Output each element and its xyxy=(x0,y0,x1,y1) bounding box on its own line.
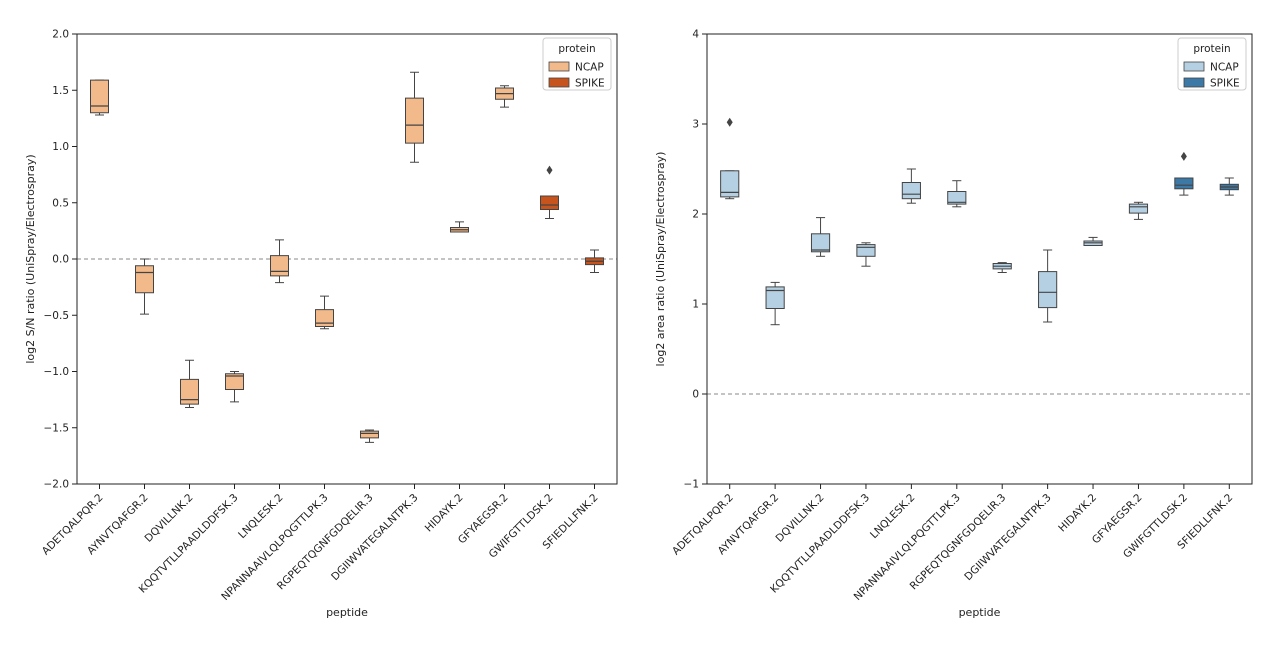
box-plot-aynvtqafgr-2 xyxy=(135,258,154,315)
iqr-box xyxy=(405,97,424,144)
y-tick-label: 1 xyxy=(692,299,699,311)
right-chart-area-ratio: −101234ADETQALPQR.2AYNVTQAFGR.2DQVILLNK.… xyxy=(654,29,1253,619)
box-plot-rgpeqtqgnfgdqelir-3 xyxy=(992,262,1012,273)
box-plot-gfyaegsr-2 xyxy=(1128,201,1149,220)
legend-label-ncap: NCAP xyxy=(1210,62,1239,74)
iqr-box xyxy=(225,373,244,390)
legend-label-spike: SPIKE xyxy=(575,78,605,90)
legend: protein NCAP SPIKE xyxy=(542,37,612,91)
outlier-marker xyxy=(546,165,553,175)
legend-swatch-ncap xyxy=(1183,61,1205,72)
box-plot-kqqtvtllpaadlddfsk-3 xyxy=(856,242,876,267)
iqr-box xyxy=(765,286,785,309)
box-plot-adetqalpqr-2 xyxy=(90,79,109,116)
iqr-box xyxy=(360,430,379,439)
legend-label-ncap: NCAP xyxy=(575,62,604,74)
box-plot-dqvillnk-2 xyxy=(810,217,831,257)
y-tick-label: 0.0 xyxy=(52,254,69,266)
iqr-box xyxy=(856,244,876,257)
x-tick-label: LNQLESK.2 xyxy=(868,492,918,542)
box-plot-hidayk-2 xyxy=(1083,236,1103,246)
x-tick-label: KQQTVTLLPAADLDDFSK.3 xyxy=(137,492,241,596)
box-plot-sfiedllfnk-2 xyxy=(1219,177,1239,196)
iqr-box xyxy=(180,378,199,405)
legend-swatch-ncap xyxy=(548,61,570,72)
legend-title: protein xyxy=(558,43,595,55)
y-tick-label: −0.5 xyxy=(44,310,70,322)
legend-title: protein xyxy=(1193,43,1230,55)
y-tick-label: 1.5 xyxy=(52,85,69,97)
legend-box xyxy=(1177,37,1247,91)
y-tick-label: −1 xyxy=(684,479,699,491)
y-tick-label: −1.0 xyxy=(44,366,70,378)
x-tick-label: HIDAYK.2 xyxy=(1056,492,1099,535)
box-plot-hidayk-2 xyxy=(450,221,469,233)
iqr-box xyxy=(720,170,740,198)
box-plot-dgiiwvategalntpk-3 xyxy=(405,71,424,163)
y-tick-label: 3 xyxy=(692,119,699,131)
legend: protein NCAP SPIKE xyxy=(1177,37,1247,91)
x-tick-label: DGIIWVATEGALNTPK.3 xyxy=(962,492,1054,584)
iqr-box xyxy=(270,255,289,277)
left-chart-s-n-ratio: −2.0−1.5−1.0−0.50.00.51.01.52.0ADETQALPQ… xyxy=(24,29,618,619)
x-tick-label: KQQTVTLLPAADLDDFSK.3 xyxy=(768,492,872,596)
iqr-box xyxy=(1038,271,1058,309)
y-axis-title: log2 S/N ratio (UniSpray/Electrospray) xyxy=(24,154,37,363)
y-tick-label: 2.0 xyxy=(52,29,69,41)
y-tick-label: 4 xyxy=(692,29,699,41)
box-plot-lnqlesk-2 xyxy=(270,239,289,284)
box-plot-gwifgttldsk-2 xyxy=(540,165,559,219)
iqr-box xyxy=(90,79,109,114)
outlier-marker xyxy=(726,117,733,127)
iqr-box xyxy=(1128,203,1149,214)
box-plot-lnqlesk-2 xyxy=(901,168,921,204)
iqr-box xyxy=(135,265,154,294)
box-plot-kqqtvtllpaadlddfsk-3 xyxy=(225,371,244,403)
x-tick-label: RGPEQTQGNFGDQELIR.3 xyxy=(908,492,1009,593)
y-tick-label: 1.0 xyxy=(52,141,69,153)
plot-frame xyxy=(76,33,618,485)
box-plot-npannaaivlqlpqgttlpk-3 xyxy=(315,295,334,330)
x-tick-label: HIDAYK.2 xyxy=(423,492,466,535)
iqr-box xyxy=(947,191,967,205)
x-tick-label: LNQLESK.2 xyxy=(236,492,286,542)
iqr-box xyxy=(1174,177,1194,190)
y-tick-label: 0 xyxy=(692,389,699,401)
legend-label-spike: SPIKE xyxy=(1210,78,1240,90)
iqr-box xyxy=(540,195,559,210)
outlier-marker xyxy=(1180,151,1187,161)
iqr-box xyxy=(901,182,921,200)
y-tick-label: −2.0 xyxy=(44,479,70,491)
box-plot-dgiiwvategalntpk-3 xyxy=(1038,249,1058,323)
iqr-box xyxy=(810,233,831,253)
x-axis-title: peptide xyxy=(326,606,368,619)
legend-box xyxy=(542,37,612,91)
y-tick-label: 2 xyxy=(692,209,699,221)
x-axis-title: peptide xyxy=(959,606,1001,619)
iqr-box xyxy=(315,309,334,327)
legend-swatch-spike xyxy=(1183,77,1205,88)
x-tick-label: DGIIWVATEGALNTPK.3 xyxy=(329,492,421,584)
y-tick-label: −1.5 xyxy=(44,422,70,434)
box-plot-gfyaegsr-2 xyxy=(495,85,514,108)
box-plot-rgpeqtqgnfgdqelir-3 xyxy=(360,429,379,443)
box-plot-adetqalpqr-2 xyxy=(720,117,740,200)
box-plot-npannaaivlqlpqgttlpk-3 xyxy=(947,180,967,208)
box-plot-sfiedllfnk-2 xyxy=(585,249,604,273)
y-axis-title: log2 area ratio (UniSpray/Electrospray) xyxy=(654,152,667,367)
box-plot-gwifgttldsk-2 xyxy=(1174,151,1194,196)
y-tick-label: 0.5 xyxy=(52,197,69,209)
legend-swatch-spike xyxy=(548,77,570,88)
box-plot-dqvillnk-2 xyxy=(180,359,199,408)
box-plot-aynvtqafgr-2 xyxy=(765,281,785,326)
plot-frame xyxy=(706,33,1253,485)
